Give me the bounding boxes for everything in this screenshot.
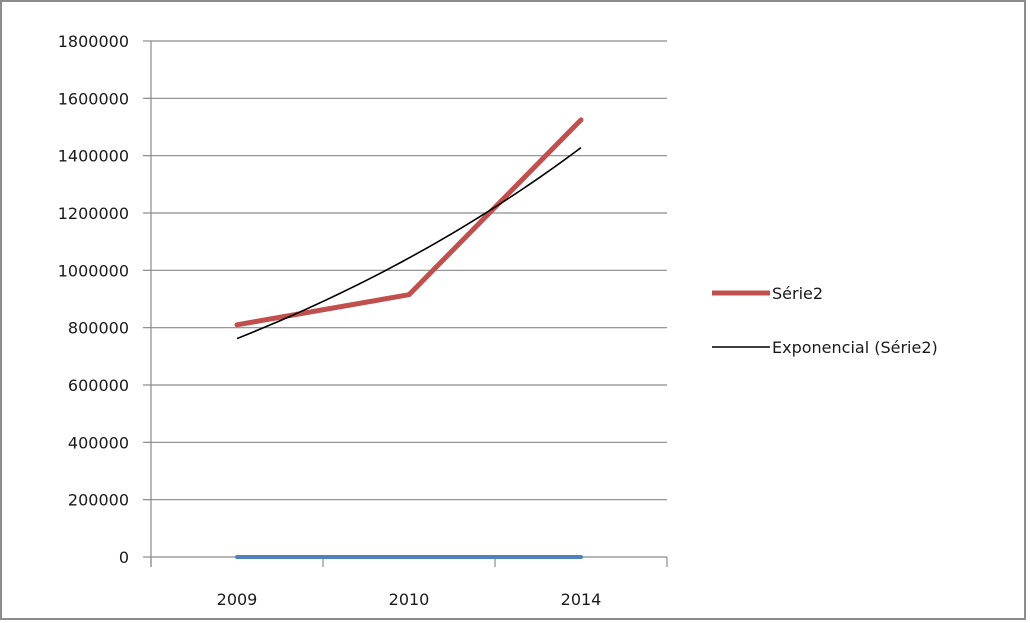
series-line xyxy=(234,117,584,328)
x-tick-label: 2009 xyxy=(217,590,258,609)
legend-label: Exponencial (Série2) xyxy=(772,338,938,357)
y-tick-label: 1400000 xyxy=(58,147,129,166)
y-tick-label: 800000 xyxy=(68,319,129,338)
trendline xyxy=(236,146,582,340)
legend-label: Série2 xyxy=(772,284,823,303)
x-tick-label: 2014 xyxy=(561,590,602,609)
y-tick-label: 400000 xyxy=(68,433,129,452)
y-tick-label: 1600000 xyxy=(58,89,129,108)
y-tick-label: 0 xyxy=(119,548,129,567)
y-tick-label: 1800000 xyxy=(58,32,129,51)
y-tick-label: 200000 xyxy=(68,491,129,510)
y-tick-label: 1200000 xyxy=(58,204,129,223)
x-tick-label: 2010 xyxy=(389,590,430,609)
y-tick-label: 600000 xyxy=(68,376,129,395)
y-tick-label: 1000000 xyxy=(58,261,129,280)
